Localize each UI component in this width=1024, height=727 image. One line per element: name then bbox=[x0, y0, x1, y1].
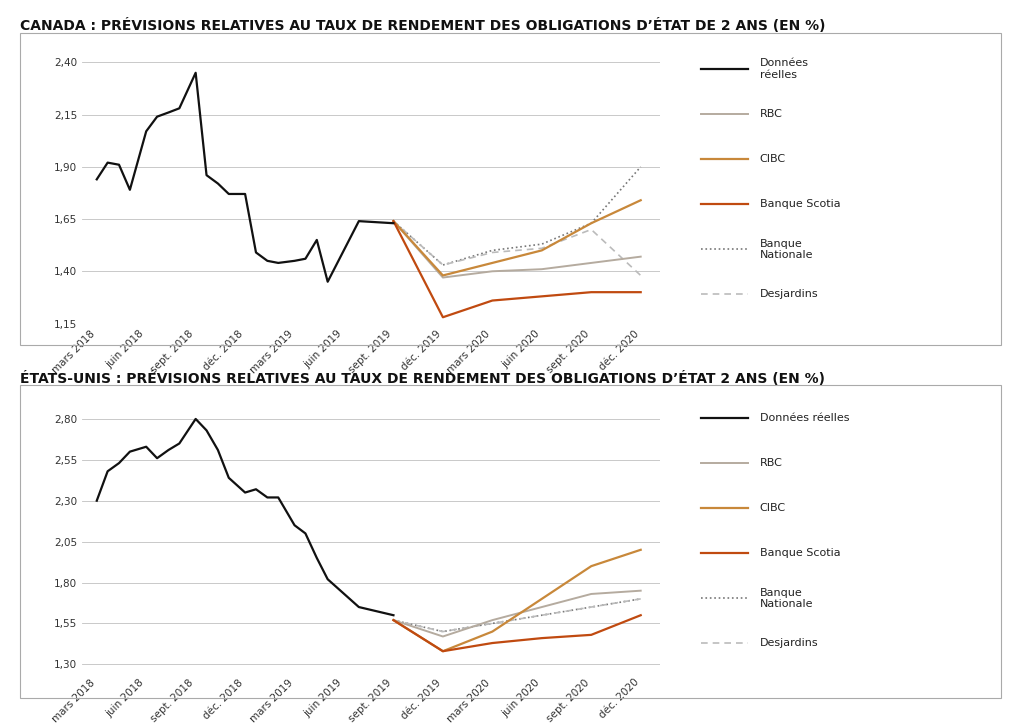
Text: RBC: RBC bbox=[760, 458, 782, 468]
Text: Banque Scotia: Banque Scotia bbox=[760, 548, 841, 558]
Text: Banque
Nationale: Banque Nationale bbox=[760, 587, 813, 609]
Text: CIBC: CIBC bbox=[760, 503, 786, 513]
Text: CIBC: CIBC bbox=[760, 154, 786, 164]
Text: Banque Scotia: Banque Scotia bbox=[760, 199, 841, 209]
Text: Données
réelles: Données réelles bbox=[760, 58, 809, 80]
Text: Données réelles: Données réelles bbox=[760, 413, 849, 423]
Text: RBC: RBC bbox=[760, 109, 782, 119]
Text: Desjardins: Desjardins bbox=[760, 289, 818, 300]
Text: Banque
Nationale: Banque Nationale bbox=[760, 238, 813, 260]
Text: Desjardins: Desjardins bbox=[760, 638, 818, 648]
Text: CANADA : PRÉVISIONS RELATIVES AU TAUX DE RENDEMENT DES OBLIGATIONS D’ÉTAT DE 2 A: CANADA : PRÉVISIONS RELATIVES AU TAUX DE… bbox=[20, 18, 826, 33]
Text: ÉTATS-UNIS : PRÉVISIONS RELATIVES AU TAUX DE RENDEMENT DES OBLIGATIONS D’ÉTAT 2 : ÉTATS-UNIS : PRÉVISIONS RELATIVES AU TAU… bbox=[20, 371, 825, 386]
